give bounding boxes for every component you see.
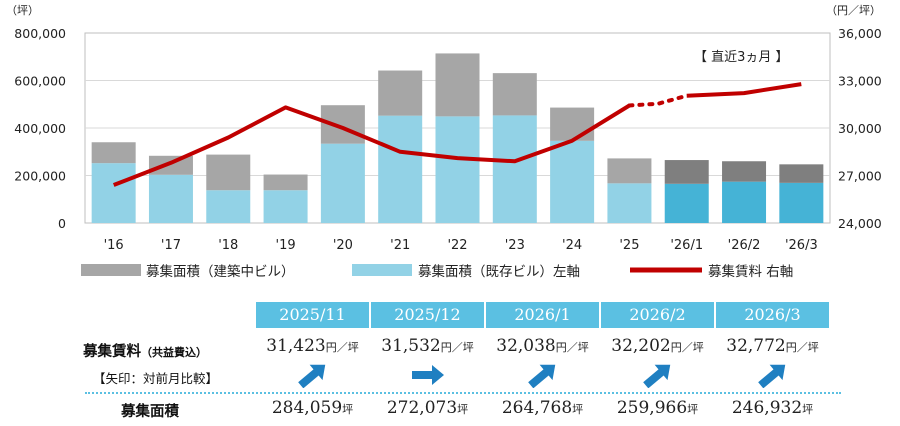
right-axis-unit: （円／坪） bbox=[826, 4, 881, 17]
table-header-month: 2026/1 bbox=[486, 302, 599, 328]
x-axis: '16 '17 '18 '19 '20 '21 '22 '23 '24 '25 '26/1 '26/2… bbox=[104, 238, 818, 253]
area-value: 264,768坪 bbox=[501, 398, 584, 418]
rent-value: 32,202円／坪 bbox=[611, 336, 704, 356]
bar-construction bbox=[206, 154, 251, 191]
arrow-up-right-icon bbox=[293, 362, 333, 389]
rent-line-dotted bbox=[627, 93, 689, 108]
area-value: 259,966坪 bbox=[616, 398, 699, 418]
bar-existing bbox=[492, 115, 537, 223]
rent-line-recent bbox=[686, 82, 802, 98]
recent-annotation: 【 直近3ヵ月 】 bbox=[694, 50, 789, 65]
bar-construction bbox=[435, 53, 480, 117]
arrow-up-right-icon bbox=[523, 362, 563, 389]
rent-row-label: 募集賃料（共益費込） bbox=[83, 344, 207, 360]
right-tick-label: 30,000 bbox=[838, 121, 882, 136]
right-tick-label: 33,000 bbox=[838, 74, 882, 89]
legend-label-construction: 募集面積（建築中ビル） bbox=[146, 264, 295, 280]
x-tick-label: '26/2 bbox=[728, 238, 761, 253]
x-tick-label: '18 bbox=[218, 238, 238, 253]
legend-swatch-construction bbox=[81, 264, 141, 276]
bar-construction bbox=[91, 142, 136, 164]
right-tick-label: 24,000 bbox=[838, 216, 882, 231]
arrow-note: 【矢印：対前月比較】 bbox=[93, 371, 219, 386]
bar-construction bbox=[148, 155, 193, 175]
left-axis: 0 200,000 400,000 600,000 800,000 bbox=[14, 26, 66, 231]
rent-line-solid bbox=[112, 103, 631, 187]
left-tick-label: 400,000 bbox=[14, 121, 66, 136]
area-value: 284,059坪 bbox=[271, 398, 354, 418]
bar-construction bbox=[779, 164, 824, 183]
x-tick-label: '26/1 bbox=[670, 238, 703, 253]
bar-construction bbox=[492, 73, 537, 116]
area-value: 246,932坪 bbox=[731, 398, 814, 418]
rent-value: 31,532円／坪 bbox=[381, 336, 474, 356]
legend: 募集面積（建築中ビル） 募集面積（既存ビル）左軸 募集賃料 右軸 bbox=[81, 264, 793, 280]
table-header-month: 2026/2 bbox=[601, 302, 714, 328]
left-tick-label: 600,000 bbox=[14, 74, 66, 89]
legend-label-existing: 募集面積（既存ビル）左軸 bbox=[418, 264, 580, 280]
x-tick-label: '17 bbox=[161, 238, 181, 253]
bar-existing bbox=[722, 181, 767, 223]
bar-existing bbox=[206, 190, 251, 223]
bar-existing bbox=[91, 163, 136, 223]
x-tick-label: '23 bbox=[505, 238, 525, 253]
bar-existing bbox=[550, 140, 595, 223]
arrow-up-right-icon bbox=[638, 362, 678, 389]
area-row-label: 募集面積 bbox=[121, 404, 179, 420]
x-tick-label: '22 bbox=[447, 238, 467, 253]
rent-line bbox=[112, 82, 802, 187]
area-value: 272,073坪 bbox=[386, 398, 469, 418]
table-header-month: 2026/3 bbox=[716, 302, 829, 328]
left-tick-label: 200,000 bbox=[14, 169, 66, 184]
arrow-right-icon bbox=[408, 362, 448, 388]
rent-value: 31,423円／坪 bbox=[266, 336, 359, 356]
rent-value: 32,038円／坪 bbox=[496, 336, 589, 356]
legend-swatch-existing bbox=[352, 264, 412, 276]
bar-construction bbox=[378, 70, 423, 116]
bar-construction bbox=[722, 161, 767, 182]
chart: 0 200,000 400,000 600,000 800,000 24,000 27,0… bbox=[6, 4, 882, 280]
bars bbox=[91, 53, 824, 223]
bar-existing bbox=[378, 115, 423, 223]
table-header-month: 2025/11 bbox=[256, 302, 369, 328]
x-tick-label: '19 bbox=[276, 238, 296, 253]
legend-label-rent: 募集賃料 右軸 bbox=[708, 264, 793, 280]
right-axis: 24,000 27,000 30,000 33,000 36,000 bbox=[838, 26, 882, 231]
left-axis-unit: （坪） bbox=[6, 4, 39, 17]
bar-construction bbox=[607, 158, 652, 184]
row-separator bbox=[85, 392, 841, 394]
rent-value: 32,772円／坪 bbox=[726, 336, 819, 356]
bar-existing bbox=[320, 143, 365, 223]
left-tick-label: 0 bbox=[58, 216, 66, 231]
bar-existing bbox=[263, 190, 308, 223]
x-tick-label: '26/3 bbox=[785, 238, 818, 253]
bar-existing bbox=[435, 116, 480, 223]
bar-construction bbox=[550, 107, 595, 141]
arrow-up-right-icon bbox=[753, 362, 793, 389]
x-tick-label: '24 bbox=[562, 238, 582, 253]
right-tick-label: 27,000 bbox=[838, 169, 882, 184]
right-tick-label: 36,000 bbox=[838, 26, 882, 41]
bar-existing bbox=[148, 174, 193, 223]
bar-existing bbox=[779, 182, 824, 223]
bar-construction bbox=[664, 160, 709, 184]
bar-existing bbox=[607, 183, 652, 223]
x-tick-label: '21 bbox=[390, 238, 410, 253]
left-tick-label: 800,000 bbox=[14, 26, 66, 41]
bar-construction bbox=[263, 174, 308, 191]
table-header-month: 2025/12 bbox=[371, 302, 484, 328]
bar-existing bbox=[664, 183, 709, 223]
x-tick-label: '16 bbox=[104, 238, 124, 253]
x-tick-label: '25 bbox=[619, 238, 639, 253]
x-tick-label: '20 bbox=[333, 238, 353, 253]
